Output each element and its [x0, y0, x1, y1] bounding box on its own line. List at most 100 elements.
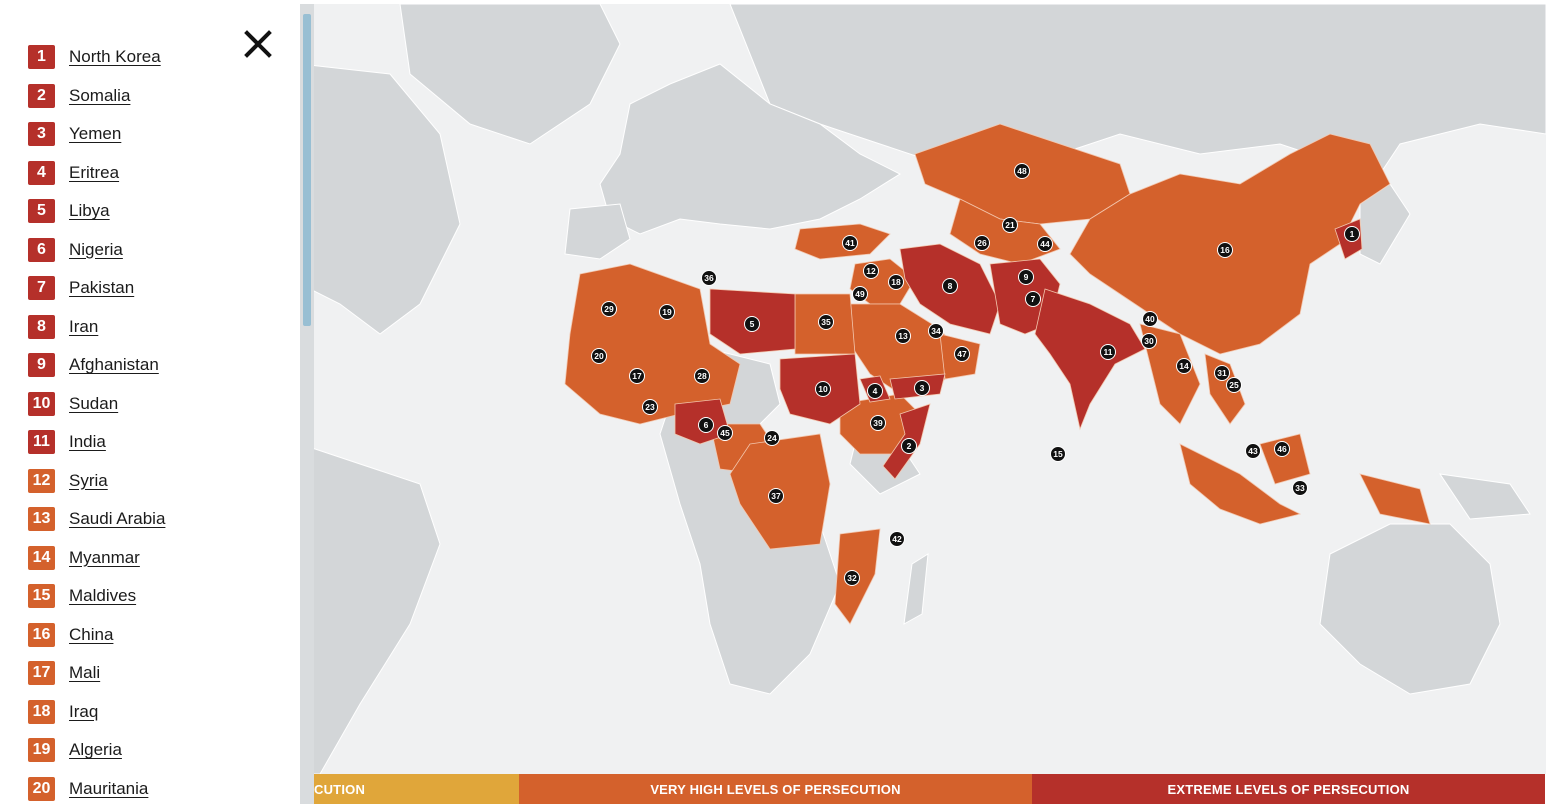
list-item[interactable]: 15 Maldives: [28, 577, 165, 616]
map-marker[interactable]: 15: [1050, 446, 1066, 462]
country-link[interactable]: Algeria: [69, 740, 122, 760]
world-map[interactable]: 1 2 3 4 5 6 7 8 9 10 11 12 13 14 15 16 17 18 19 20 21 23 24 25 2…: [300, 4, 1546, 774]
map-marker[interactable]: 9: [1018, 269, 1034, 285]
map-marker[interactable]: 17: [629, 368, 645, 384]
map-marker[interactable]: 43: [1245, 443, 1261, 459]
map-marker[interactable]: 21: [1002, 217, 1018, 233]
map-marker[interactable]: 24: [764, 430, 780, 446]
map-marker[interactable]: 16: [1217, 242, 1233, 258]
map-marker[interactable]: 41: [842, 235, 858, 251]
country-link[interactable]: Pakistan: [69, 278, 135, 298]
map-marker[interactable]: 29: [601, 301, 617, 317]
rank-badge: 17: [28, 661, 55, 686]
marker-dot: [764, 430, 780, 446]
map-marker[interactable]: 13: [895, 328, 911, 344]
list-item[interactable]: 2 Somalia: [28, 77, 165, 116]
map-marker[interactable]: 11: [1100, 344, 1116, 360]
map-marker[interactable]: 8: [942, 278, 958, 294]
marker-label: 32: [847, 573, 857, 583]
close-button[interactable]: [240, 26, 276, 62]
map-marker[interactable]: 19: [659, 304, 675, 320]
country-link[interactable]: China: [69, 624, 114, 644]
list-item[interactable]: 11 India: [28, 423, 165, 462]
country-link[interactable]: Iraq: [69, 701, 99, 721]
map-marker[interactable]: 20: [591, 348, 607, 364]
country-link[interactable]: Nigeria: [69, 239, 123, 259]
country-link[interactable]: Mali: [69, 663, 101, 683]
map-marker[interactable]: 1: [1344, 226, 1360, 242]
list-item[interactable]: 3 Yemen: [28, 115, 165, 154]
list-item[interactable]: 13 Saudi Arabia: [28, 500, 165, 539]
list-item[interactable]: 7 Pakistan: [28, 269, 165, 308]
map-marker[interactable]: 4: [867, 383, 883, 399]
country-link[interactable]: Sudan: [69, 393, 119, 413]
marker-label: 1: [1350, 229, 1355, 239]
map-marker[interactable]: 3: [914, 380, 930, 396]
list-item[interactable]: 14 Myanmar: [28, 539, 165, 578]
list-item[interactable]: 6 Nigeria: [28, 231, 165, 270]
map-marker[interactable]: 23: [642, 399, 658, 415]
list-item[interactable]: 20 Mauritania: [28, 770, 165, 809]
country-link[interactable]: Somalia: [69, 85, 131, 105]
list-item[interactable]: 1 North Korea: [28, 38, 165, 77]
map-marker[interactable]: 35: [818, 314, 834, 330]
map-marker[interactable]: 48: [1014, 163, 1030, 179]
map-marker[interactable]: 33: [1292, 480, 1308, 496]
list-item[interactable]: 5 Libya: [28, 192, 165, 231]
map-marker[interactable]: 34: [928, 323, 944, 339]
map-marker[interactable]: 42: [889, 531, 905, 547]
map-marker[interactable]: 12: [863, 263, 879, 279]
map-marker[interactable]: 26: [974, 235, 990, 251]
country-link[interactable]: Eritrea: [69, 162, 120, 182]
map-marker[interactable]: 25: [1226, 377, 1242, 393]
map-marker[interactable]: 31: [1214, 365, 1230, 381]
list-item[interactable]: 8 Iran: [28, 308, 165, 347]
country-link[interactable]: Iran: [69, 316, 99, 336]
marker-dot: [863, 263, 879, 279]
country-link[interactable]: Yemen: [69, 124, 122, 144]
map-marker[interactable]: 47: [954, 346, 970, 362]
rank-badge: 5: [28, 199, 55, 224]
country-link[interactable]: Saudi Arabia: [69, 509, 166, 529]
map-marker[interactable]: 2: [901, 438, 917, 454]
country-link[interactable]: North Korea: [69, 47, 161, 67]
map-marker[interactable]: 32: [844, 570, 860, 586]
map-marker[interactable]: 39: [870, 415, 886, 431]
map-marker[interactable]: 46: [1274, 441, 1290, 457]
list-item[interactable]: 18 Iraq: [28, 693, 165, 732]
map-marker[interactable]: 37: [768, 488, 784, 504]
list-item[interactable]: 17 Mali: [28, 654, 165, 693]
country-link[interactable]: Mauritania: [69, 778, 149, 798]
map-marker[interactable]: 6: [698, 417, 714, 433]
map-marker[interactable]: 10: [815, 381, 831, 397]
list-item[interactable]: 19 Algeria: [28, 731, 165, 770]
marker-label: 3: [920, 383, 925, 393]
country-link[interactable]: India: [69, 432, 106, 452]
scrollbar-thumb[interactable]: [303, 14, 311, 326]
country-link[interactable]: Maldives: [69, 586, 137, 606]
list-item[interactable]: 4 Eritrea: [28, 154, 165, 193]
country-link[interactable]: Myanmar: [69, 547, 140, 567]
map-marker[interactable]: 40: [1142, 311, 1158, 327]
country-link[interactable]: Libya: [69, 201, 110, 221]
marker-label: 43: [1248, 446, 1258, 456]
list-item[interactable]: 16 China: [28, 616, 165, 655]
map-marker[interactable]: 14: [1176, 358, 1192, 374]
country-link[interactable]: Syria: [69, 470, 108, 490]
list-item[interactable]: 12 Syria: [28, 462, 165, 501]
map-marker[interactable]: 7: [1025, 291, 1041, 307]
marker-label: 24: [767, 433, 777, 443]
map-marker[interactable]: 28: [694, 368, 710, 384]
country-link[interactable]: Afghanistan: [69, 355, 159, 375]
list-item[interactable]: 9 Afghanistan: [28, 346, 165, 385]
map-marker[interactable]: 36: [701, 270, 717, 286]
map-marker[interactable]: 45: [717, 425, 733, 441]
map-marker[interactable]: 30: [1141, 333, 1157, 349]
map-marker[interactable]: 18: [888, 274, 904, 290]
marker-dot: [1344, 226, 1360, 242]
map-marker[interactable]: 49: [852, 286, 868, 302]
map-marker[interactable]: 5: [744, 316, 760, 332]
map-marker[interactable]: 44: [1037, 236, 1053, 252]
marker-label: 30: [1144, 336, 1154, 346]
list-item[interactable]: 10 Sudan: [28, 385, 165, 424]
